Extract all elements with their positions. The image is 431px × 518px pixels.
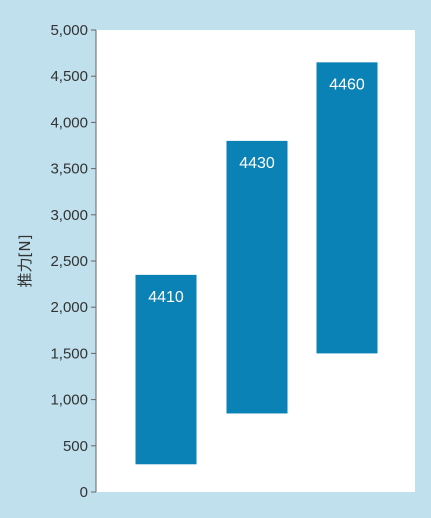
bar-4460 <box>316 62 378 354</box>
y-tick-label: 5,000 <box>50 22 88 39</box>
y-tick-label: 4,000 <box>50 114 88 131</box>
y-tick-label: 1,500 <box>50 345 88 362</box>
y-axis-title: 推力[N] <box>16 235 34 288</box>
y-tick-label: 4,500 <box>50 68 88 85</box>
y-tick-label: 2,000 <box>50 299 88 316</box>
y-tick-label: 1,000 <box>50 392 88 409</box>
bar-4410 <box>135 274 197 465</box>
y-tick-label: 500 <box>63 438 88 455</box>
bars: 4410 4430 4460 <box>135 62 378 465</box>
y-tick-label: 3,000 <box>50 207 88 224</box>
y-tick-label: 0 <box>80 484 88 501</box>
bar-4430 <box>226 140 288 414</box>
bar-label: 4460 <box>329 76 365 93</box>
bar-label: 4410 <box>148 289 184 306</box>
y-tick-label: 3,500 <box>50 161 88 178</box>
y-axis: 0 500 1,000 1,500 2,000 2,500 3,000 3,500 4,000 4… <box>50 22 97 501</box>
y-tick-label: 2,500 <box>50 253 88 270</box>
bar-label: 4430 <box>239 155 275 172</box>
